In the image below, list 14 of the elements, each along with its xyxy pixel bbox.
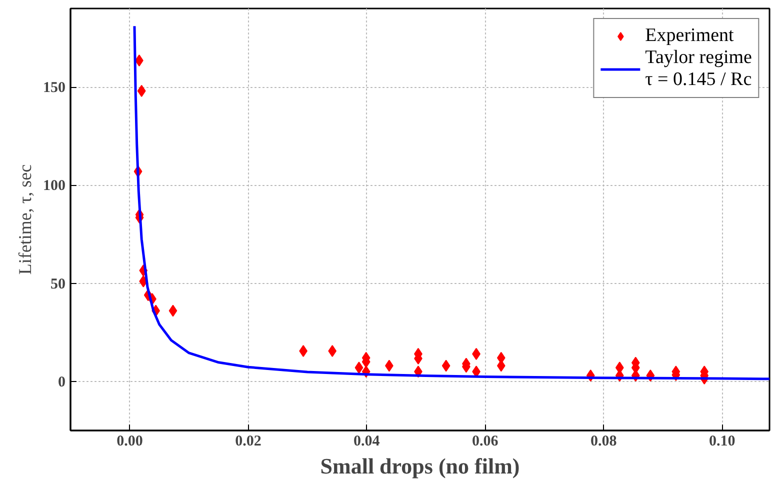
x-tick-label: 0.00 bbox=[116, 434, 143, 450]
y-tick-label: 0 bbox=[58, 374, 66, 390]
y-tick-label: 100 bbox=[43, 178, 66, 194]
legend-label: Taylor regime τ = 0.145 / Rc bbox=[645, 47, 752, 91]
x-tick-label: 0.06 bbox=[472, 434, 499, 450]
x-tick-label: 0.08 bbox=[590, 434, 617, 450]
y-tick-label: 50 bbox=[50, 276, 66, 292]
y-tick-label: 150 bbox=[43, 80, 66, 96]
legend-label: Experiment bbox=[645, 25, 734, 47]
x-tick-label: 0.02 bbox=[235, 434, 262, 450]
x-tick-label: 0.10 bbox=[708, 434, 736, 450]
y-axis-title: Lifetime, τ, sec bbox=[15, 164, 35, 275]
x-tick-label: 0.04 bbox=[354, 434, 380, 450]
x-axis-title: Small drops (no film) bbox=[320, 454, 520, 478]
